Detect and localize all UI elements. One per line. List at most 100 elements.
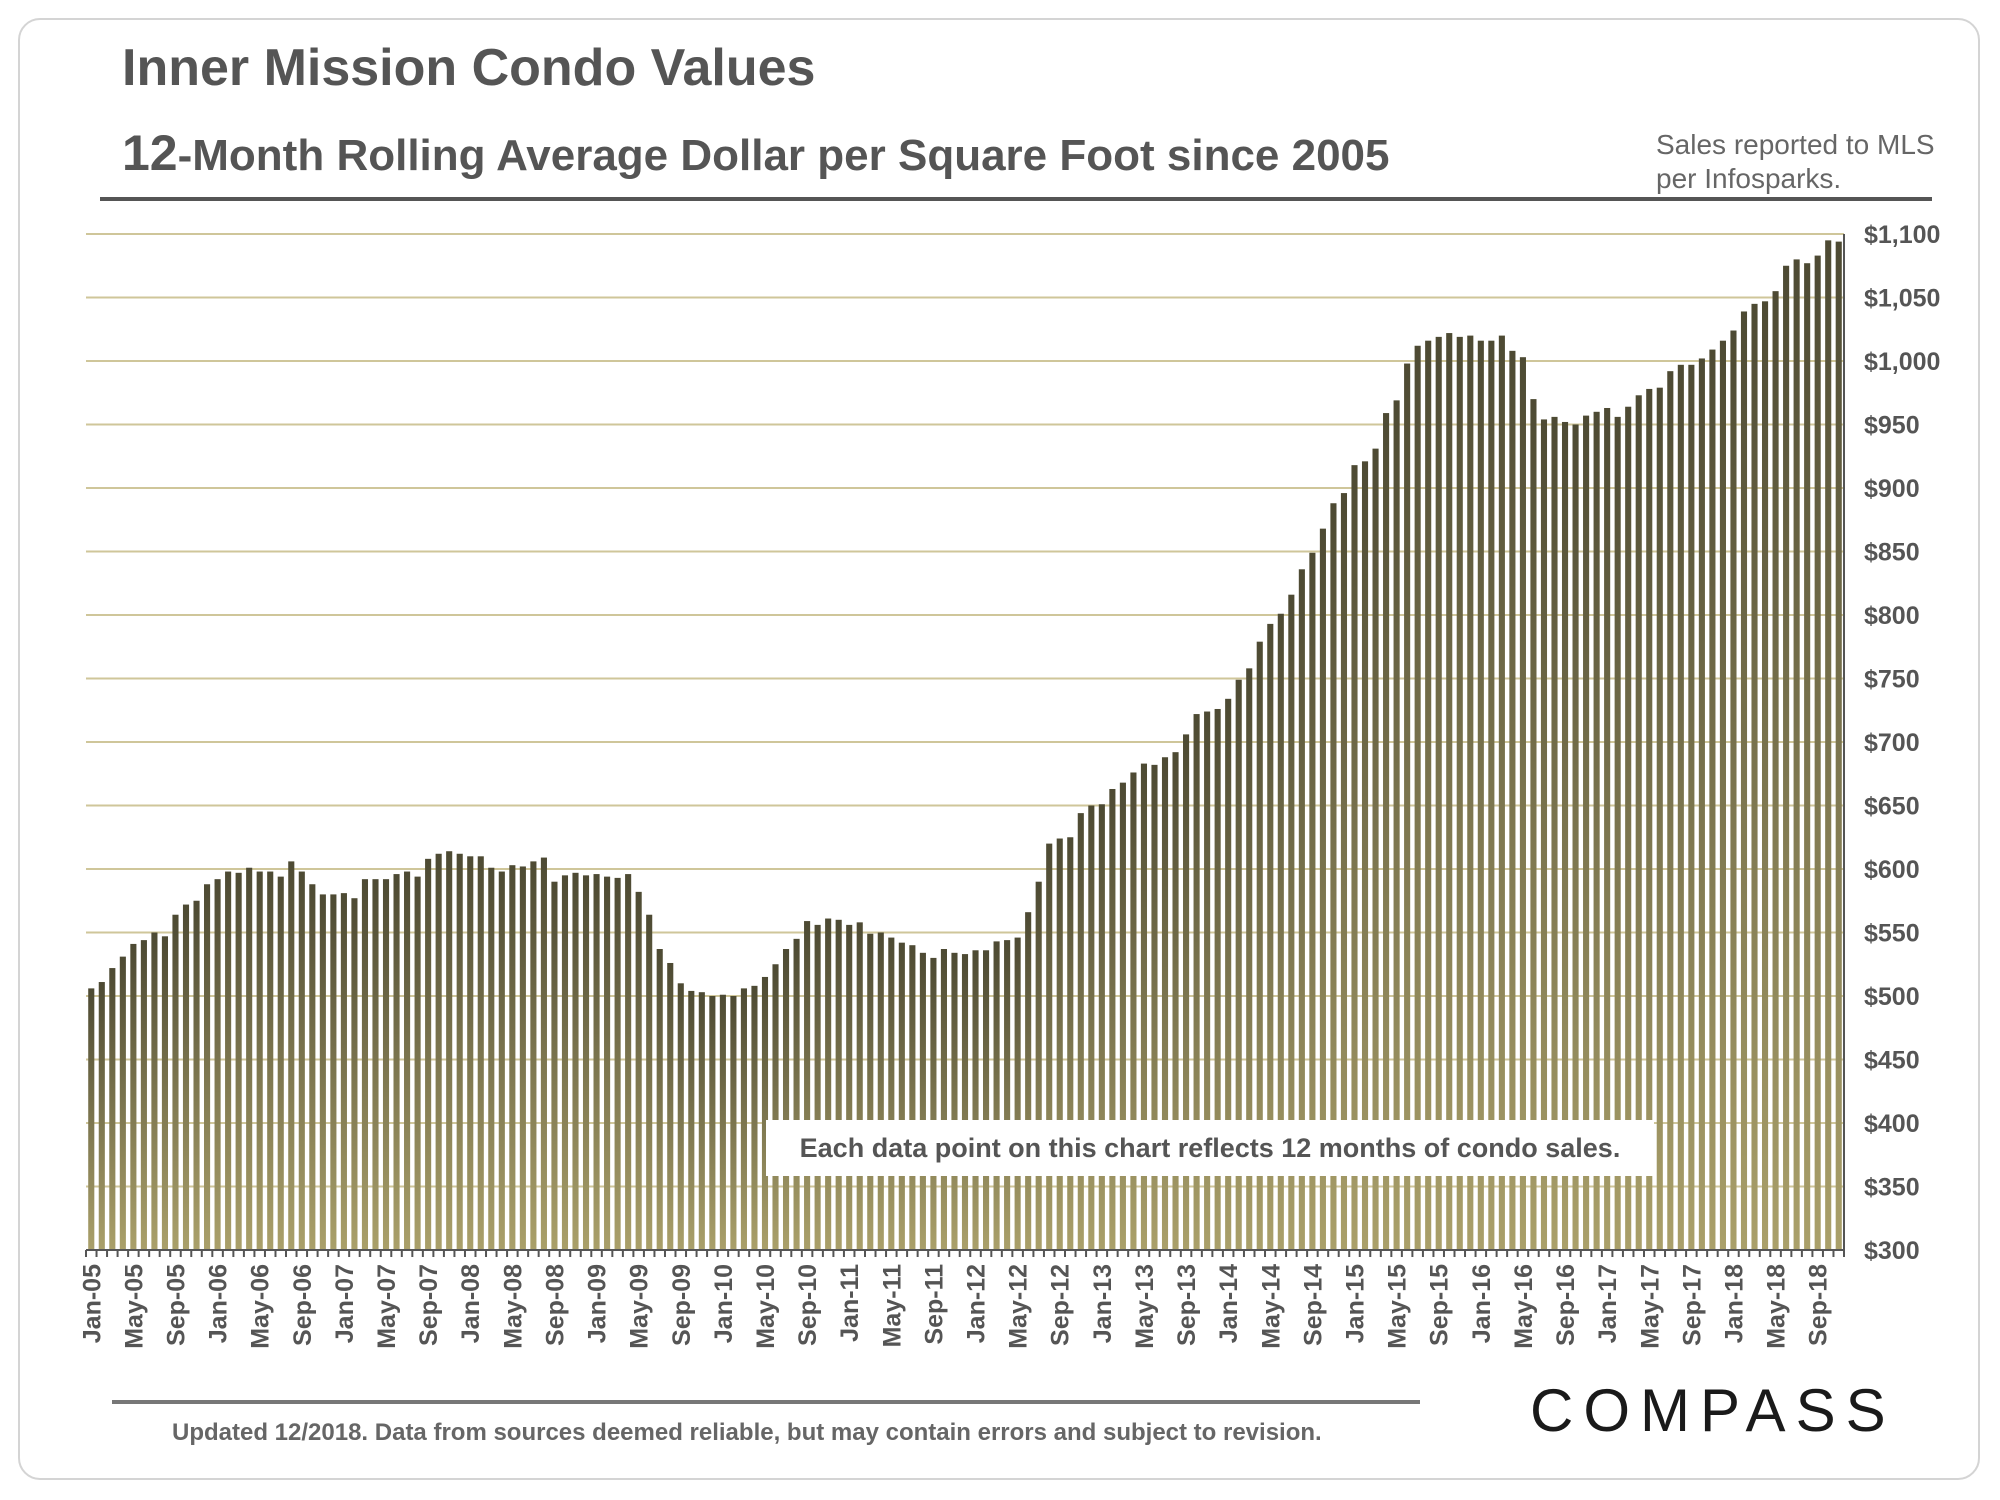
x-tick-label: Sep-06 <box>289 1264 317 1346</box>
bar <box>1751 303 1758 1251</box>
y-tick-label: $850 <box>1864 539 1920 567</box>
bar <box>1604 407 1611 1250</box>
bar <box>961 954 969 1250</box>
bar <box>814 924 821 1250</box>
bar <box>1667 371 1674 1250</box>
bar <box>519 866 526 1250</box>
bar <box>656 949 663 1250</box>
x-tick-label: Jan-08 <box>457 1264 485 1343</box>
bar <box>1267 623 1274 1250</box>
bar <box>246 867 253 1250</box>
bar <box>1635 395 1642 1250</box>
bar <box>1498 335 1505 1251</box>
x-tick-label: Sep-14 <box>1299 1264 1327 1346</box>
bar <box>435 853 442 1250</box>
x-tick-label: May-05 <box>120 1264 148 1349</box>
bar <box>1414 345 1421 1250</box>
bar <box>972 950 979 1250</box>
x-tick-label: Jan-13 <box>1089 1264 1117 1343</box>
x-tick-label: Sep-12 <box>1047 1264 1075 1346</box>
bar <box>309 884 316 1250</box>
bar <box>1130 772 1137 1250</box>
bar <box>951 952 958 1250</box>
x-tick-label: Jan-15 <box>1341 1264 1369 1343</box>
bar <box>930 957 937 1250</box>
x-tick-label: May-08 <box>499 1264 527 1349</box>
bar <box>204 884 211 1250</box>
bar <box>1477 340 1484 1250</box>
bar <box>1404 363 1411 1250</box>
bar <box>1393 400 1400 1250</box>
bar <box>1067 837 1074 1250</box>
bar <box>1814 255 1821 1251</box>
x-tick-label: May-15 <box>1384 1264 1412 1349</box>
bar <box>856 922 863 1250</box>
bar <box>1467 335 1474 1251</box>
source-note: Sales reported to MLS per Infosparks. <box>1656 129 1935 194</box>
y-tick-label: $500 <box>1864 983 1920 1011</box>
bar <box>719 994 726 1250</box>
bar <box>1161 757 1169 1250</box>
x-tick-label: Sep-08 <box>541 1264 569 1346</box>
bar <box>1530 399 1537 1251</box>
bar <box>351 898 358 1250</box>
bar <box>1172 752 1179 1250</box>
x-tick-label: Sep-09 <box>668 1264 696 1346</box>
bar <box>1330 503 1337 1250</box>
x-tick-label: Jan-09 <box>584 1264 612 1343</box>
x-tick-label: Sep-05 <box>162 1264 190 1346</box>
bar <box>98 982 105 1250</box>
chart-title: Inner Mission Condo Values <box>122 39 816 97</box>
bar <box>1646 388 1653 1250</box>
bar <box>288 861 295 1250</box>
bar <box>1551 416 1558 1250</box>
bar <box>1225 698 1232 1250</box>
bar <box>214 879 221 1250</box>
bar <box>1140 763 1148 1250</box>
y-tick-label: $550 <box>1864 920 1920 948</box>
bar <box>1572 424 1579 1250</box>
bar <box>898 942 905 1250</box>
bar <box>1351 465 1358 1250</box>
bar <box>119 956 126 1250</box>
bar <box>1614 416 1621 1250</box>
x-tick-label: Jan-18 <box>1720 1264 1748 1343</box>
bar <box>1361 461 1369 1251</box>
bar <box>140 940 147 1250</box>
bar <box>751 985 758 1250</box>
bar <box>846 924 853 1250</box>
bar <box>488 867 495 1250</box>
x-tick-label: Sep-11 <box>920 1264 948 1345</box>
bar <box>1183 734 1190 1250</box>
footer-divider <box>112 1400 1420 1404</box>
bar <box>1446 333 1453 1250</box>
bar <box>1340 493 1348 1251</box>
bar <box>361 879 369 1250</box>
bar <box>1730 330 1737 1250</box>
bar <box>1077 813 1084 1250</box>
x-tick-label: Jan-11 <box>836 1264 864 1342</box>
x-tick-label: Jan-16 <box>1468 1264 1496 1343</box>
x-tick-label: May-14 <box>1257 1264 1285 1349</box>
bar <box>772 964 779 1250</box>
y-tick-label: $650 <box>1864 793 1920 821</box>
bar <box>835 919 842 1250</box>
bar <box>414 876 421 1250</box>
bar <box>1656 387 1663 1250</box>
bar <box>235 872 242 1250</box>
bar <box>404 871 411 1250</box>
x-tick-label: May-11 <box>878 1264 906 1347</box>
bars <box>88 240 1842 1251</box>
x-tick-label: Sep-18 <box>1805 1264 1833 1346</box>
bar <box>1277 613 1284 1250</box>
bar <box>635 891 642 1250</box>
bar <box>1793 259 1800 1250</box>
bar <box>1298 569 1305 1250</box>
bar <box>1035 881 1042 1250</box>
bar <box>88 988 95 1250</box>
bar <box>1256 641 1263 1250</box>
x-tick-label: May-09 <box>626 1264 654 1349</box>
bar <box>277 876 284 1250</box>
bar <box>319 894 326 1250</box>
